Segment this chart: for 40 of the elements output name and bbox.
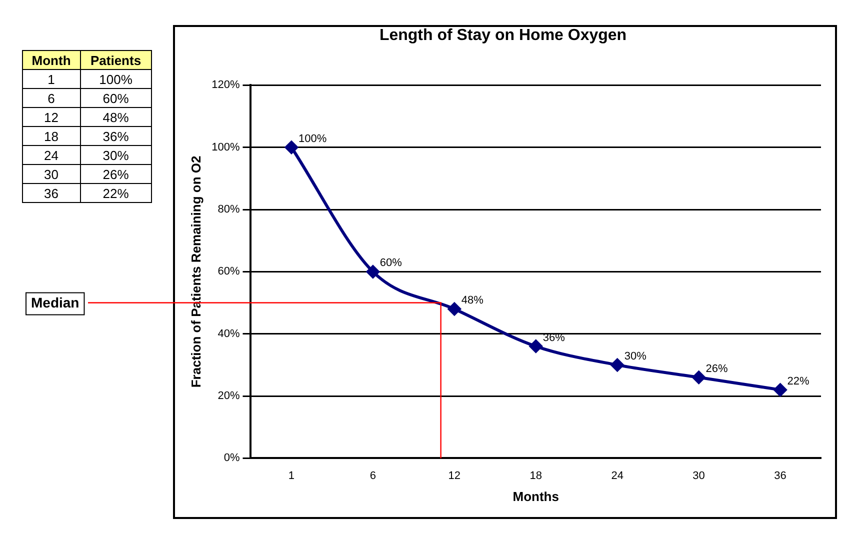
chart-title: Length of Stay on Home Oxygen	[379, 27, 627, 44]
category-label: 18	[44, 128, 58, 144]
y-tick-label: 120%	[212, 79, 240, 92]
text: 36%	[102, 128, 129, 144]
x-axis-title: Months	[512, 488, 559, 504]
y-tick-label: 20%	[218, 390, 240, 402]
data-label: 48%	[461, 294, 484, 307]
text: Patients	[80, 50, 152, 70]
category-label: 1	[48, 72, 55, 86]
text: 100%	[99, 72, 132, 86]
y-tick-label: 80%	[218, 204, 240, 216]
text: 48%	[102, 110, 129, 124]
category-label: 24	[44, 148, 58, 162]
x-tick-label: 6	[370, 470, 376, 482]
data-label: 22%	[787, 375, 810, 388]
y-axis-title: Fraction of Patients Remaining on O2	[188, 156, 204, 388]
data-label: 30%	[624, 350, 647, 362]
category-label: 12	[44, 110, 58, 124]
category-label: 30	[44, 166, 58, 182]
x-tick-label: 36	[774, 470, 786, 482]
category-label: 6	[48, 90, 55, 106]
data-label: 100%	[298, 132, 327, 145]
y-tick-label: 100%	[212, 141, 240, 154]
text: 60%	[102, 90, 129, 106]
text: 26%	[102, 166, 129, 182]
text: 30%	[102, 148, 129, 162]
x-tick-label: 12	[448, 470, 461, 482]
text: Month	[22, 50, 80, 70]
data-label: 26%	[706, 362, 728, 375]
y-tick-label: 40%	[218, 328, 240, 340]
data-label: 60%	[380, 257, 402, 270]
x-tick-label: 30	[692, 470, 705, 482]
y-tick-label: 60%	[218, 266, 240, 278]
x-tick-label: 18	[530, 470, 542, 482]
x-tick-label: 24	[611, 470, 624, 482]
category-label: 36	[44, 186, 58, 200]
x-tick-label: 1	[288, 470, 295, 482]
y-tick-label: 0%	[224, 452, 240, 464]
text: 22%	[102, 186, 129, 200]
ref-line-label: Median	[31, 294, 80, 311]
